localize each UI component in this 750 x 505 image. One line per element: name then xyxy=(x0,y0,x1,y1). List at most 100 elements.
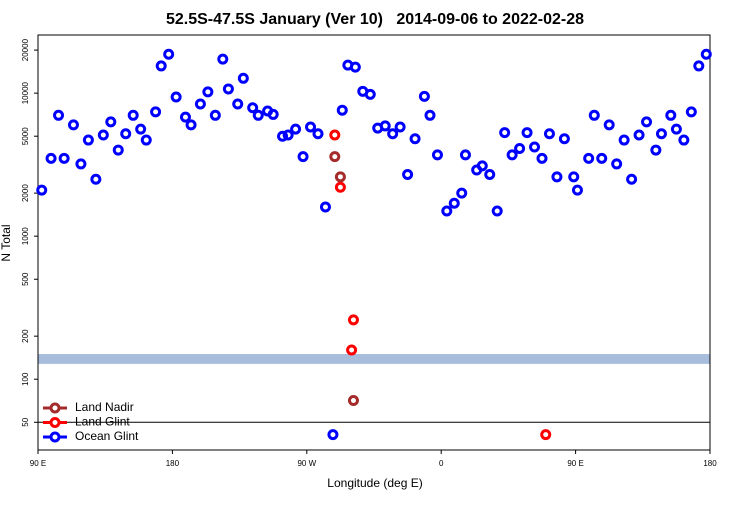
point xyxy=(641,116,653,128)
point xyxy=(217,53,229,65)
point xyxy=(150,106,162,118)
point xyxy=(665,109,677,121)
point xyxy=(222,83,234,95)
point xyxy=(170,91,182,103)
point xyxy=(379,120,391,132)
legend-label: Ocean Glint xyxy=(75,429,139,443)
plot-frame xyxy=(37,34,711,451)
point xyxy=(484,168,496,180)
point xyxy=(558,133,570,145)
point xyxy=(127,109,139,121)
point xyxy=(347,314,359,326)
y-tick-label: 1000 xyxy=(21,227,30,245)
x-axis-label: Longitude (deg E) xyxy=(327,476,422,490)
y-tick-label: 20000 xyxy=(21,38,30,61)
point xyxy=(551,171,563,183)
point xyxy=(476,160,488,172)
y-tick-label: 100 xyxy=(21,372,30,386)
x-tick-label: 90 E xyxy=(567,459,583,468)
chart-title: 52.5S-47.5S January (Ver 10) 2014-09-06 … xyxy=(166,11,584,28)
point xyxy=(693,60,705,72)
legend-label: Land Glint xyxy=(75,415,130,429)
point xyxy=(650,144,662,156)
point xyxy=(155,60,167,72)
point xyxy=(179,111,191,123)
point xyxy=(448,197,460,209)
point xyxy=(334,171,346,183)
point xyxy=(543,128,555,140)
point xyxy=(409,133,421,145)
point xyxy=(290,123,302,135)
point xyxy=(506,149,518,161)
y-tick-label: 50 xyxy=(21,417,30,426)
point xyxy=(45,152,57,164)
point xyxy=(633,129,645,141)
point xyxy=(626,173,638,185)
point xyxy=(583,152,595,164)
point xyxy=(194,98,206,110)
point xyxy=(514,143,526,155)
point xyxy=(456,187,468,199)
x-tick-label: 180 xyxy=(166,459,180,468)
y-tick-label: 500 xyxy=(21,272,30,286)
point xyxy=(53,109,65,121)
point xyxy=(105,116,117,128)
point xyxy=(536,152,548,164)
point xyxy=(346,344,358,356)
band xyxy=(38,354,710,364)
point xyxy=(312,128,324,140)
point xyxy=(441,205,453,217)
point xyxy=(185,119,197,131)
point xyxy=(670,123,682,135)
legend-marker xyxy=(49,431,61,443)
legend-marker xyxy=(49,402,61,414)
point xyxy=(267,108,279,120)
point xyxy=(336,104,348,116)
point xyxy=(402,168,414,180)
point xyxy=(252,109,264,121)
point xyxy=(327,429,339,441)
point xyxy=(588,109,600,121)
point xyxy=(36,184,48,196)
point xyxy=(387,128,399,140)
point xyxy=(329,129,341,141)
point xyxy=(431,149,443,161)
point xyxy=(75,158,87,170)
point xyxy=(247,102,259,114)
y-tick-label: 2000 xyxy=(21,184,30,202)
point xyxy=(394,121,406,133)
point xyxy=(90,173,102,185)
point xyxy=(700,48,712,60)
point xyxy=(596,152,608,164)
x-tick-label: 90 W xyxy=(297,459,316,468)
point xyxy=(282,129,294,141)
point xyxy=(603,119,615,131)
point xyxy=(678,134,690,146)
point xyxy=(418,90,430,102)
point xyxy=(277,130,289,142)
point xyxy=(529,141,541,153)
point xyxy=(140,134,152,146)
y-tick-label: 10000 xyxy=(21,81,30,104)
point xyxy=(237,72,249,84)
point xyxy=(571,184,583,196)
point xyxy=(319,201,331,213)
point xyxy=(163,48,175,60)
point xyxy=(685,106,697,118)
point xyxy=(120,128,132,140)
point xyxy=(112,144,124,156)
point xyxy=(82,134,94,146)
point xyxy=(202,86,214,98)
point xyxy=(618,134,630,146)
point xyxy=(491,205,503,217)
point xyxy=(499,127,511,139)
x-tick-label: 180 xyxy=(703,459,717,468)
point xyxy=(135,123,147,135)
point xyxy=(459,149,471,161)
point xyxy=(329,151,341,163)
point xyxy=(97,129,109,141)
point xyxy=(297,151,309,163)
point xyxy=(540,429,552,441)
y-axis-label: N Total xyxy=(0,224,13,261)
